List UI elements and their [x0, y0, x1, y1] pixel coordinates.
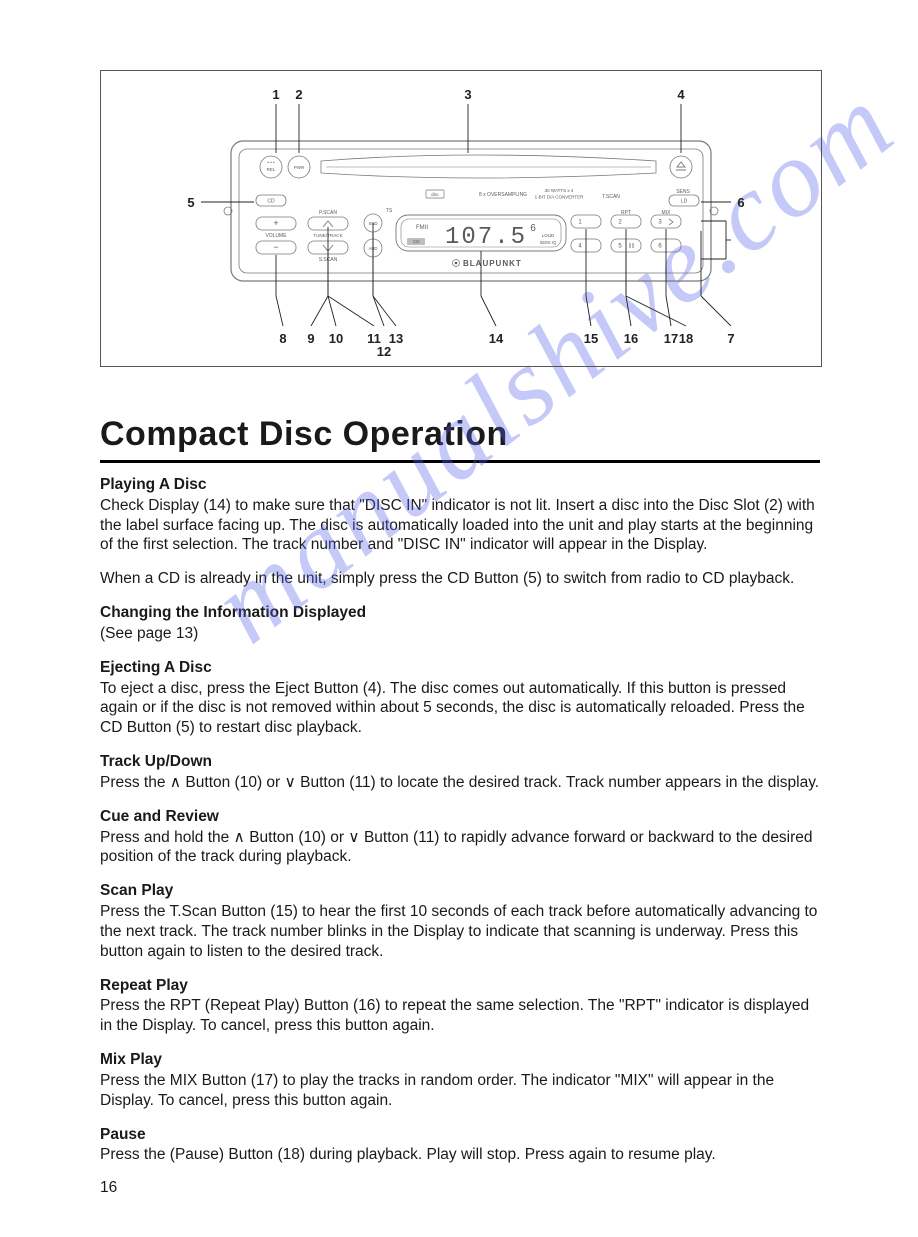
section-heading: Mix Play: [100, 1050, 820, 1070]
svg-text:−: −: [273, 242, 278, 252]
manual-page: manualshive.com • • •RELPWRCDSENSLDdisc8…: [0, 0, 918, 1237]
svg-text:TS: TS: [386, 208, 393, 214]
section-heading: Pause: [100, 1125, 820, 1145]
svg-text:CD: CD: [267, 199, 275, 205]
section-heading: Cue and Review: [100, 807, 820, 827]
title-rule: [100, 460, 820, 463]
svg-text:6: 6: [658, 244, 662, 250]
svg-text:1: 1: [272, 87, 279, 102]
svg-text:2: 2: [618, 220, 622, 226]
section: Playing A DiscCheck Display (14) to make…: [100, 475, 820, 589]
page-title: Compact Disc Operation: [100, 415, 828, 454]
svg-text:SEEK IQ: SEEK IQ: [540, 240, 557, 245]
svg-text:12: 12: [377, 344, 391, 359]
svg-text:15: 15: [584, 331, 598, 346]
svg-text:TUNE/TRACK: TUNE/TRACK: [313, 233, 343, 238]
section: Cue and ReviewPress and hold the ∧ Butto…: [100, 807, 820, 867]
svg-text:18: 18: [679, 331, 693, 346]
svg-text:4: 4: [677, 87, 685, 102]
svg-text:+: +: [273, 218, 278, 228]
svg-text:8 x OVERSAMPLING: 8 x OVERSAMPLING: [479, 192, 527, 198]
svg-text:16: 16: [624, 331, 638, 346]
sections-container: Playing A DiscCheck Display (14) to make…: [100, 475, 828, 1165]
section-paragraph: Press the MIX Button (17) to play the tr…: [100, 1071, 820, 1111]
svg-text:disc: disc: [431, 192, 438, 197]
svg-text:VOLUME: VOLUME: [265, 233, 287, 239]
section-paragraph: (See page 13): [100, 624, 820, 644]
svg-text:14: 14: [489, 331, 504, 346]
section-heading: Ejecting A Disc: [100, 658, 820, 678]
svg-text:• • •: • • •: [267, 160, 275, 165]
section-heading: Changing the Information Displayed: [100, 603, 820, 623]
section-paragraph: Press the (Pause) Button (18) during pla…: [100, 1145, 820, 1165]
page-number: 16: [100, 1179, 828, 1197]
svg-text:3: 3: [464, 87, 471, 102]
svg-text:6: 6: [530, 223, 536, 234]
svg-text:5: 5: [618, 244, 622, 250]
svg-text:9: 9: [307, 331, 314, 346]
svg-text:BLAUPUNKT: BLAUPUNKT: [463, 259, 522, 268]
section: Mix PlayPress the MIX Button (17) to pla…: [100, 1050, 820, 1110]
svg-text:P.SCAN: P.SCAN: [319, 210, 337, 216]
section-paragraph: To eject a disc, press the Eject Button …: [100, 679, 820, 738]
svg-text:5: 5: [187, 195, 194, 210]
svg-text:107.5: 107.5: [445, 224, 527, 251]
stereo-diagram: • • • REL PWR CD SENS LD disc 8 x OVERSAMPLING 3…: [100, 70, 822, 367]
svg-text:1: 1: [578, 220, 582, 226]
svg-text:T.SCAN: T.SCAN: [602, 194, 620, 200]
svg-text:SENS: SENS: [676, 189, 690, 195]
svg-text:LOUD: LOUD: [542, 233, 555, 238]
section-heading: Repeat Play: [100, 976, 820, 996]
svg-text:REL: REL: [267, 167, 276, 172]
section: Changing the Information Displayed(See p…: [100, 603, 820, 644]
section-heading: Track Up/Down: [100, 752, 820, 772]
svg-text:2: 2: [295, 87, 302, 102]
section-paragraph: Press and hold the ∧ Button (10) or ∨ Bu…: [100, 828, 820, 868]
section-paragraph: Check Display (14) to make sure that "DI…: [100, 496, 820, 555]
section-paragraph: Press the T.Scan Button (15) to hear the…: [100, 902, 820, 961]
svg-text:PWR: PWR: [294, 165, 305, 170]
svg-text:8: 8: [279, 331, 286, 346]
section-heading: Scan Play: [100, 881, 820, 901]
section: Scan PlayPress the T.Scan Button (15) to…: [100, 881, 820, 961]
section-paragraph: Press the ∧ Button (10) or ∨ Button (11)…: [100, 773, 820, 793]
section-paragraph: Press the RPT (Repeat Play) Button (16) …: [100, 996, 820, 1036]
svg-text:1-BIT D/A CONVERTER: 1-BIT D/A CONVERTER: [535, 195, 585, 200]
section: Track Up/DownPress the ∧ Button (10) or …: [100, 752, 820, 793]
svg-text:FMII: FMII: [416, 225, 428, 231]
svg-text:3: 3: [658, 220, 662, 226]
svg-text:4: 4: [578, 244, 582, 250]
section: Ejecting A DiscTo eject a disc, press th…: [100, 658, 820, 738]
section-heading: Playing A Disc: [100, 475, 820, 495]
section: PausePress the (Pause) Button (18) durin…: [100, 1125, 820, 1166]
svg-text:6: 6: [737, 195, 744, 210]
section-paragraph: When a CD is already in the unit, simply…: [100, 569, 820, 589]
svg-text:LD: LD: [681, 199, 688, 205]
svg-text:13: 13: [389, 331, 403, 346]
svg-text:10: 10: [329, 331, 343, 346]
svg-text:30 WATTS x 4: 30 WATTS x 4: [545, 188, 574, 193]
svg-text:7: 7: [727, 331, 734, 346]
svg-text:17: 17: [664, 331, 678, 346]
section: Repeat PlayPress the RPT (Repeat Play) B…: [100, 976, 820, 1036]
